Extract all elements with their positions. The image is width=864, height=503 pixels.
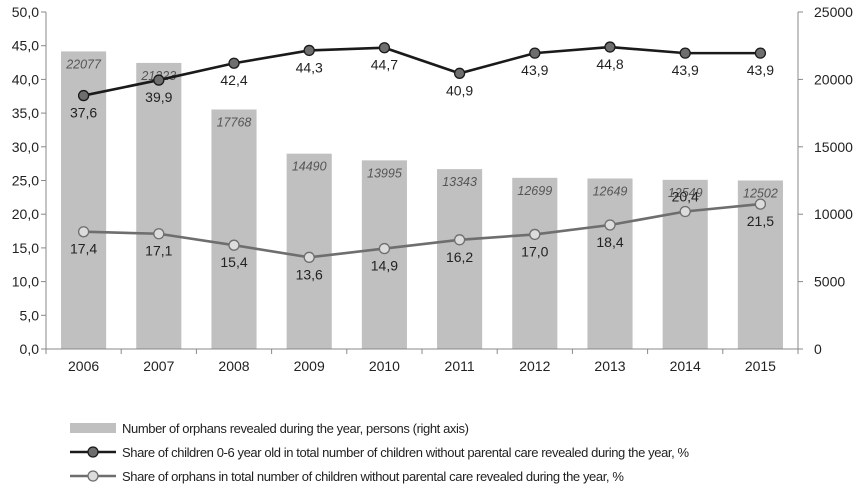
series-line-1: [83, 45, 761, 97]
legend-swatch-line-2: [70, 470, 116, 482]
series-2-label-2012: 17,0: [521, 243, 548, 259]
x-tick-label-2012: 2012: [519, 358, 550, 374]
legend-item-line-1: Share of children 0-6 year old in total …: [70, 442, 689, 462]
series-1-label-2013: 44,8: [596, 56, 623, 72]
bar-2014: [662, 179, 708, 349]
left-tick-label-1: 5,0: [20, 307, 40, 323]
bar-label-2010: 13995: [367, 166, 402, 180]
series-1-label-2006: 37,6: [70, 105, 97, 121]
series-2-point-2010: [378, 242, 391, 255]
x-tick-label-2008: 2008: [218, 358, 249, 374]
series-1-label-2010: 44,7: [371, 57, 398, 73]
legend-swatch-bars: [70, 423, 116, 433]
series-2-label-2014: 20,4: [672, 189, 699, 205]
left-tick-label-2: 10,0: [12, 274, 39, 290]
x-tick-label-2015: 2015: [745, 358, 776, 374]
bar-2010: [361, 160, 407, 349]
series-1-label-2014: 43,9: [672, 62, 699, 78]
series-2-label-2010: 14,9: [371, 258, 398, 274]
series-line-2: [83, 202, 761, 259]
legend-swatch-line-1: [70, 446, 116, 458]
bar-2007: [136, 62, 182, 349]
legend-item-line-2: Share of orphans in total number of chil…: [70, 466, 624, 486]
x-tick-label-2009: 2009: [294, 358, 325, 374]
x-tick-label-2007: 2007: [143, 358, 174, 374]
legend-label-bars: Number of orphans revealed during the ye…: [122, 420, 469, 436]
series-2-point-2007: [153, 228, 165, 240]
bar-label-2008: 17768: [217, 115, 252, 129]
right-tick-label-5: 25000: [814, 4, 853, 20]
series-1-point-2008: [228, 57, 240, 69]
bar-label-2015: 12502: [743, 186, 778, 200]
series-2-label-2011: 16,2: [446, 249, 473, 265]
bar-label-2013: 12649: [593, 184, 628, 198]
bar-2011: [437, 169, 483, 349]
left-tick-label-10: 50,0: [12, 4, 39, 20]
bar-2008: [211, 109, 257, 349]
left-tick-label-5: 25,0: [12, 173, 39, 189]
right-tick-label-4: 20000: [814, 71, 853, 87]
series-2-point-2015: [754, 198, 767, 210]
bar-label-2012: 12699: [517, 184, 552, 198]
legend-label-line-1: Share of children 0-6 year old in total …: [122, 444, 689, 460]
series-1-label-2007: 39,9: [145, 89, 172, 105]
legend-item-bars: Number of orphans revealed during the ye…: [70, 418, 469, 438]
left-tick-label-0: 0,0: [20, 341, 40, 357]
series-1-point-2011: [453, 67, 466, 79]
bar-2009: [286, 153, 332, 349]
series-2-label-2015: 21,5: [747, 213, 774, 229]
series-1-point-2010: [378, 42, 391, 54]
x-tick-label-2014: 2014: [670, 358, 701, 374]
bar-2013: [587, 178, 633, 349]
series-2-point-2011: [453, 234, 466, 246]
legend-label-line-2: Share of orphans in total number of chil…: [122, 468, 624, 484]
series-2-point-2009: [303, 251, 315, 263]
series-1-point-2006: [77, 89, 90, 102]
x-tick-label-2010: 2010: [369, 358, 400, 374]
series-1-label-2015: 43,9: [747, 62, 774, 78]
chart: 2207721223177681449013995133431269912649…: [12, 4, 853, 374]
series-2-label-2006: 17,4: [70, 241, 97, 257]
series-1-point-2007: [153, 74, 165, 86]
series-1-point-2009: [303, 44, 315, 57]
series-1-label-2009: 44,3: [296, 59, 323, 75]
series-1-point-2013: [604, 41, 616, 53]
series-1-label-2008: 42,4: [220, 72, 247, 88]
left-tick-label-9: 45,0: [12, 38, 39, 54]
series-1-label-2012: 43,9: [521, 62, 548, 78]
bar-label-2006: 22077: [65, 57, 102, 71]
left-tick-label-7: 35,0: [12, 105, 39, 121]
series-2-label-2007: 17,1: [145, 243, 172, 259]
right-tick-label-2: 10000: [814, 206, 853, 222]
x-tick-label-2006: 2006: [68, 358, 99, 374]
series-2-label-2013: 18,4: [596, 234, 623, 250]
x-tick-label-2013: 2013: [594, 358, 625, 374]
series-2-point-2013: [604, 219, 616, 231]
bar-label-2009: 14490: [292, 160, 327, 174]
bar-label-2014: 12549: [668, 186, 703, 200]
series-2-label-2009: 13,6: [296, 266, 323, 282]
right-tick-label-0: 0: [814, 341, 822, 357]
series-2-label-2008: 15,4: [220, 254, 247, 270]
right-tick-label-3: 15000: [814, 139, 853, 155]
left-tick-label-6: 30,0: [12, 139, 39, 155]
x-tick-label-2011: 2011: [445, 358, 475, 374]
series-1-point-2014: [679, 47, 691, 59]
series-1-point-2012: [529, 47, 541, 59]
left-tick-label-4: 20,0: [12, 206, 39, 222]
series-2-point-2012: [529, 228, 541, 241]
bar-label-2011: 13343: [442, 175, 477, 189]
bar-2012: [512, 177, 558, 349]
series-2-point-2014: [679, 205, 691, 218]
series-2-point-2006: [77, 226, 90, 238]
series-1-label-2011: 40,9: [446, 82, 473, 98]
right-tick-label-1: 5000: [814, 274, 845, 290]
left-tick-label-3: 15,0: [12, 240, 39, 256]
left-tick-label-8: 40,0: [12, 71, 39, 87]
series-2-point-2008: [228, 239, 240, 251]
series-1-point-2015: [754, 47, 767, 59]
